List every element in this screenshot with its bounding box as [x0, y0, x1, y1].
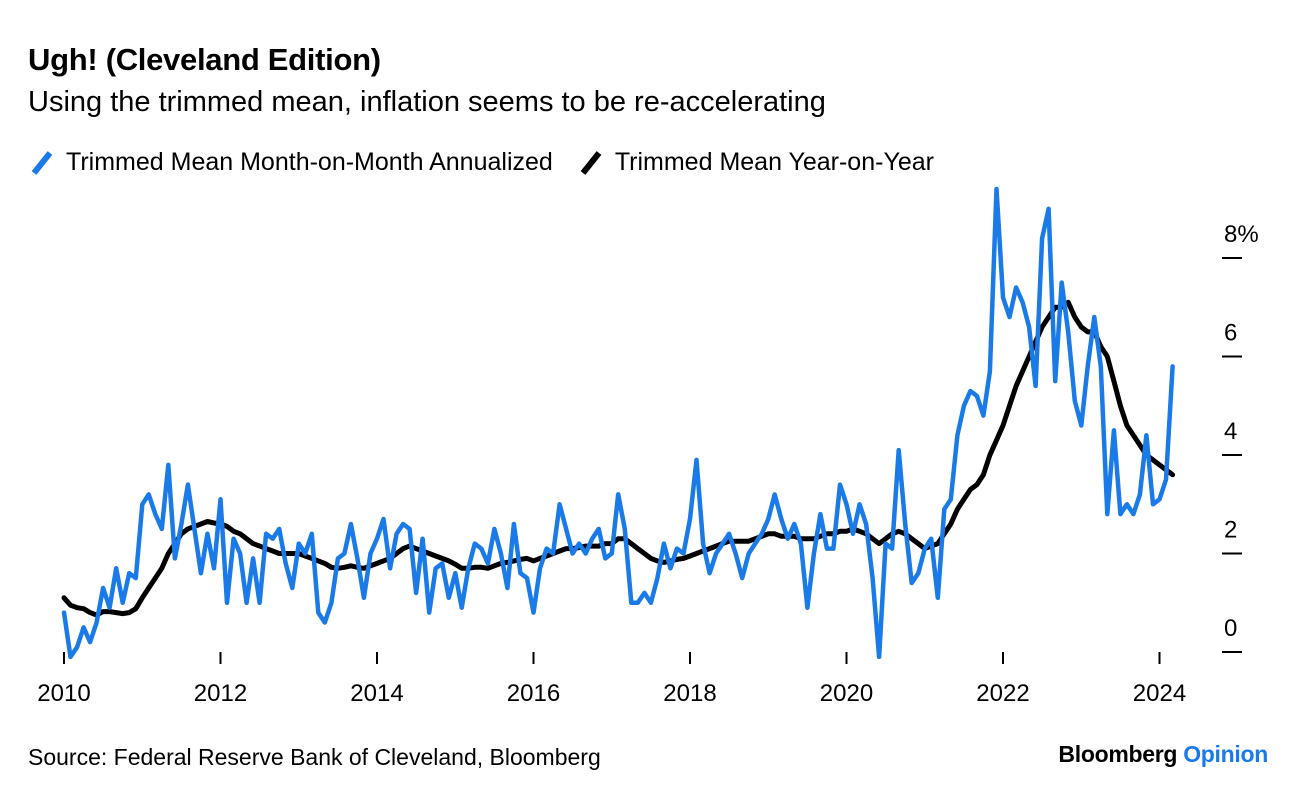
source-note: Source: Federal Reserve Bank of Clevelan… [28, 744, 601, 770]
x-tick-label-2014: 2014 [350, 680, 403, 707]
y-tick-label-0: 0 [1224, 615, 1237, 642]
chart-legend: Trimmed Mean Month-on-Month Annualized T… [28, 148, 958, 177]
legend-item-yoy: Trimmed Mean Year-on-Year [577, 148, 934, 177]
x-tick-label-2022: 2022 [976, 680, 1029, 707]
legend-swatch-yoy [580, 150, 602, 175]
legend-label-yoy: Trimmed Mean Year-on-Year [614, 148, 934, 176]
series-line-mom [61, 186, 1175, 660]
chart-title: Ugh! (Cleveland Edition) [28, 42, 381, 77]
y-tick-label-8: 8% [1224, 221, 1259, 248]
x-tick-label-2010: 2010 [37, 680, 90, 707]
brand-name: Bloomberg [1058, 741, 1178, 767]
plot-area [61, 186, 1176, 660]
legend-swatch-yoy-line [580, 150, 602, 175]
brand-accent: Opinion [1183, 741, 1268, 767]
x-tick-label-2024: 2024 [1133, 680, 1186, 707]
y-tick-label-2: 2 [1224, 517, 1237, 544]
series-line-yoy [61, 299, 1176, 618]
legend-swatch-mom-line [31, 150, 53, 175]
chart-subtitle: Using the trimmed mean, inflation seems … [28, 86, 826, 118]
brand-logo: Bloomberg Opinion [1058, 741, 1268, 768]
x-tick-label-2018: 2018 [663, 680, 716, 707]
legend-swatch-mom [31, 150, 53, 175]
x-tick-label-2020: 2020 [820, 680, 873, 707]
legend-label-mom: Trimmed Mean Month-on-Month Annualized [66, 148, 553, 176]
y-tick-label-6: 6 [1224, 320, 1237, 347]
legend-item-mom: Trimmed Mean Month-on-Month Annualized [28, 148, 553, 177]
x-tick-label-2012: 2012 [194, 680, 247, 707]
x-tick-label-2016: 2016 [507, 680, 560, 707]
y-tick-label-4: 4 [1224, 418, 1237, 445]
x-axis: 2010 2012 2014 2016 2018 2020 2022 2024 [37, 652, 1186, 707]
y-axis: 0 2 4 6 8% [1222, 221, 1259, 653]
